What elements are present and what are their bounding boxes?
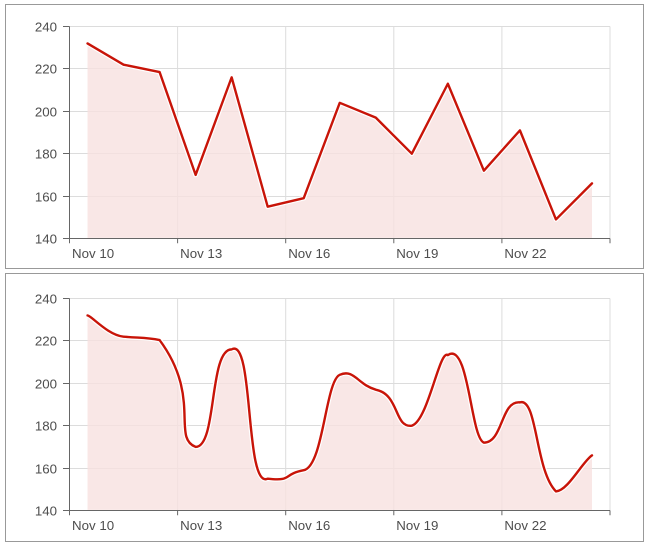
svg-text:180: 180	[35, 418, 57, 433]
svg-text:240: 240	[35, 19, 57, 34]
svg-text:Nov 22: Nov 22	[504, 246, 546, 261]
svg-text:200: 200	[35, 376, 57, 391]
svg-text:Nov 16: Nov 16	[288, 246, 330, 261]
svg-text:220: 220	[35, 333, 57, 348]
svg-text:Nov 19: Nov 19	[396, 246, 438, 261]
svg-text:Nov 16: Nov 16	[288, 518, 330, 533]
svg-text:Nov 22: Nov 22	[504, 518, 546, 533]
svg-text:180: 180	[35, 146, 57, 161]
svg-text:Nov 13: Nov 13	[180, 518, 222, 533]
svg-text:140: 140	[35, 503, 57, 518]
svg-text:200: 200	[35, 104, 57, 119]
svg-text:160: 160	[35, 461, 57, 476]
svg-text:Nov 19: Nov 19	[396, 518, 438, 533]
svg-text:220: 220	[35, 61, 57, 76]
svg-text:160: 160	[35, 189, 57, 204]
svg-text:Nov 10: Nov 10	[72, 246, 114, 261]
svg-text:Nov 10: Nov 10	[72, 518, 114, 533]
svg-text:240: 240	[35, 291, 57, 306]
svg-text:140: 140	[35, 231, 57, 246]
svg-text:Nov 13: Nov 13	[180, 246, 222, 261]
